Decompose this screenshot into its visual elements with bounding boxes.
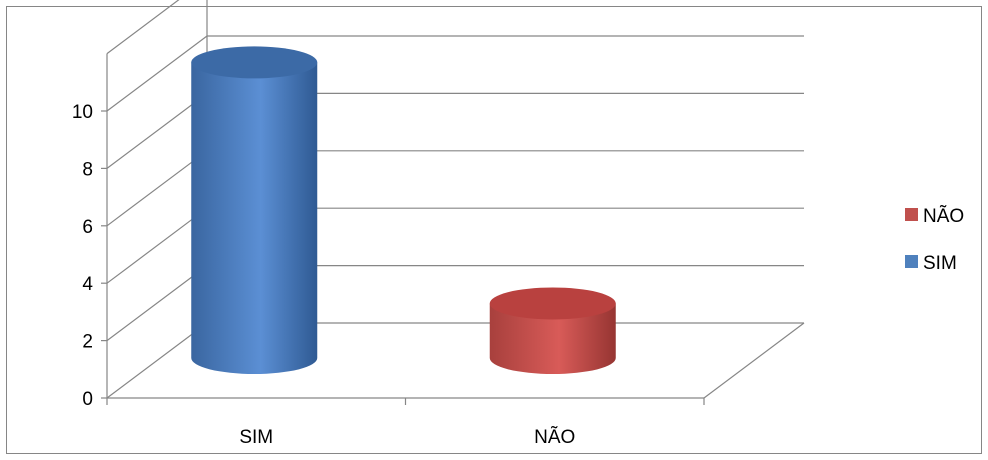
x-tick-label: NÃO bbox=[534, 426, 575, 448]
bar-body bbox=[489, 303, 616, 374]
gridline-diagonal bbox=[106, 322, 208, 399]
legend-label: SIM bbox=[923, 253, 957, 274]
x-tick-label: SIM bbox=[239, 427, 273, 448]
y-tick-label: 4 bbox=[82, 274, 93, 295]
gridline-diagonal bbox=[106, 150, 208, 227]
floor-right-edge bbox=[703, 322, 805, 399]
gridline-diagonal bbox=[106, 265, 208, 342]
legend-label: NÃO bbox=[923, 205, 964, 227]
y-tick-label: 0 bbox=[82, 389, 93, 410]
bar-body bbox=[191, 62, 318, 374]
gridline-diagonal bbox=[106, 92, 208, 169]
legend-swatch bbox=[905, 208, 918, 221]
bar-top bbox=[489, 287, 616, 320]
y-tick-label: 8 bbox=[82, 159, 93, 180]
legend-swatch bbox=[905, 255, 918, 268]
chart-frame bbox=[6, 6, 982, 454]
y-tick-label: 10 bbox=[72, 102, 93, 123]
legend-entry: SIM bbox=[905, 253, 957, 274]
gridline-diagonal bbox=[106, 0, 180, 55]
legend-entry: NÃO bbox=[905, 205, 964, 227]
gridline-diagonal bbox=[106, 35, 208, 112]
bar-não bbox=[489, 287, 616, 374]
bar-top bbox=[191, 46, 318, 79]
y-tick-label: 2 bbox=[82, 332, 93, 353]
bar-sim bbox=[191, 46, 318, 374]
gridline-diagonal bbox=[106, 207, 208, 284]
y-tick-label: 6 bbox=[82, 217, 93, 238]
